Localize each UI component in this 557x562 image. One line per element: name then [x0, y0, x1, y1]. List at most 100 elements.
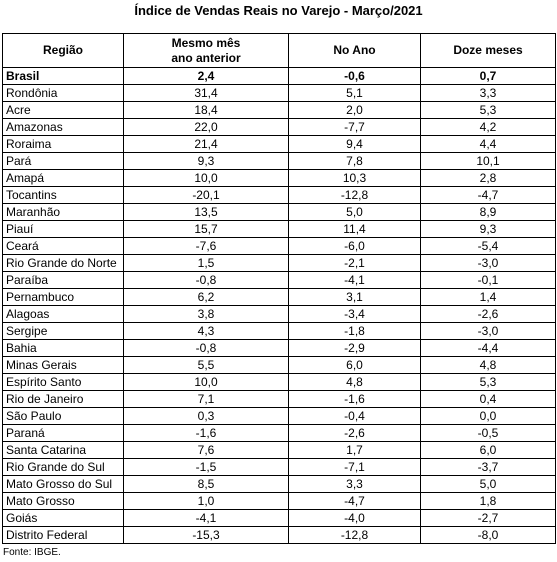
value-cell: 6,2 — [123, 288, 289, 306]
value-cell: 9,3 — [420, 220, 556, 238]
value-cell: -12,8 — [288, 526, 421, 544]
region-cell: Rio Grande do Sul — [2, 458, 124, 476]
value-cell: -2,6 — [420, 305, 556, 323]
value-cell: -12,8 — [288, 186, 421, 204]
value-cell: 1,7 — [288, 441, 421, 459]
value-cell: -3,0 — [420, 322, 556, 340]
header-cell: No Ano — [288, 33, 421, 68]
table-row: Maranhão 13,5 5,0 8,9 — [2, 203, 556, 221]
table-row: São Paulo 0,3 -0,4 0,0 — [2, 407, 556, 425]
region-cell: Acre — [2, 101, 124, 119]
region-cell: Piauí — [2, 220, 124, 238]
value-cell: 3,8 — [123, 305, 289, 323]
value-cell: 0,3 — [123, 407, 289, 425]
value-cell: 18,4 — [123, 101, 289, 119]
title: Índice de Vendas Reais no Varejo - Março… — [134, 3, 423, 18]
value-cell: 7,8 — [288, 152, 421, 170]
region-cell: Rio de Janeiro — [2, 390, 124, 408]
value-cell: 8,5 — [123, 475, 289, 493]
table-row: Rondônia 31,4 5,1 3,3 — [2, 84, 556, 102]
value-cell: -2,9 — [288, 339, 421, 357]
value-cell: -4,7 — [420, 186, 556, 204]
value-cell: -4,4 — [420, 339, 556, 357]
value-cell: -5,4 — [420, 237, 556, 255]
value-cell: -7,6 — [123, 237, 289, 255]
table-row: Distrito Federal -15,3 -12,8 -8,0 — [2, 526, 556, 544]
value-cell: -3,7 — [420, 458, 556, 476]
value-cell: 2,8 — [420, 169, 556, 187]
value-cell: -1,6 — [288, 390, 421, 408]
value-cell: 9,4 — [288, 135, 421, 153]
table-row: Goiás -4,1 -4,0 -2,7 — [2, 509, 556, 527]
value-cell: -2,1 — [288, 254, 421, 272]
region-cell: Amazonas — [2, 118, 124, 136]
region-cell: Bahia — [2, 339, 124, 357]
table-row: Paraná -1,6 -2,6 -0,5 — [2, 424, 556, 442]
value-cell: -4,7 — [288, 492, 421, 510]
value-cell: 4,8 — [420, 356, 556, 374]
table-row: Rio Grande do Norte 1,5 -2,1 -3,0 — [2, 254, 556, 272]
table-row: Minas Gerais 5,5 6,0 4,8 — [2, 356, 556, 374]
value-cell: 3,3 — [420, 84, 556, 102]
value-cell: 0,4 — [420, 390, 556, 408]
value-cell: 1,8 — [420, 492, 556, 510]
value-cell: 4,3 — [123, 322, 289, 340]
value-cell: 10,1 — [420, 152, 556, 170]
value-cell: 5,3 — [420, 373, 556, 391]
table-row: Paraíba -0,8 -4,1 -0,1 — [2, 271, 556, 289]
table-row: Pernambuco 6,2 3,1 1,4 — [2, 288, 556, 306]
region-cell: Rio Grande do Norte — [2, 254, 124, 272]
region-cell: Paraná — [2, 424, 124, 442]
table-row: Sergipe 4,3 -1,8 -3,0 — [2, 322, 556, 340]
region-cell: Mato Grosso do Sul — [2, 475, 124, 493]
value-cell: 4,4 — [420, 135, 556, 153]
value-cell: 31,4 — [123, 84, 289, 102]
value-cell: -1,5 — [123, 458, 289, 476]
value-cell: 10,3 — [288, 169, 421, 187]
table-row: Ceará -7,6 -6,0 -5,4 — [2, 237, 556, 255]
value-cell: -15,3 — [123, 526, 289, 544]
value-cell: 5,5 — [123, 356, 289, 374]
value-cell: -1,8 — [288, 322, 421, 340]
value-cell: 2,0 — [288, 101, 421, 119]
table-row: Rio de Janeiro 7,1 -1,6 0,4 — [2, 390, 556, 408]
region-cell: Tocantins — [2, 186, 124, 204]
source-note: Fonte: IBGE. — [3, 547, 61, 558]
value-cell: 7,1 — [123, 390, 289, 408]
value-cell: -0,8 — [123, 271, 289, 289]
table-row: Roraima 21,4 9,4 4,4 — [2, 135, 556, 153]
value-cell: 15,7 — [123, 220, 289, 238]
table-row: Mato Grosso 1,0 -4,7 1,8 — [2, 492, 556, 510]
table-row: Mato Grosso do Sul 8,5 3,3 5,0 — [2, 475, 556, 493]
value-cell: 21,4 — [123, 135, 289, 153]
table-row: Alagoas 3,8 -3,4 -2,6 — [2, 305, 556, 323]
value-cell: -4,1 — [288, 271, 421, 289]
value-cell: 0,7 — [420, 67, 556, 85]
value-cell: 10,0 — [123, 169, 289, 187]
value-cell: 13,5 — [123, 203, 289, 221]
region-cell: Alagoas — [2, 305, 124, 323]
value-cell: 5,0 — [420, 475, 556, 493]
header-cell: Região — [2, 33, 124, 68]
value-cell: -0,1 — [420, 271, 556, 289]
header-cell: Doze meses — [420, 33, 556, 68]
value-cell: -7,1 — [288, 458, 421, 476]
value-cell: 3,1 — [288, 288, 421, 306]
region-cell: Minas Gerais — [2, 356, 124, 374]
value-cell: -3,0 — [420, 254, 556, 272]
value-cell: 0,0 — [420, 407, 556, 425]
table-row: Acre 18,4 2,0 5,3 — [2, 101, 556, 119]
header-cell: Mesmo mês ano anterior — [123, 33, 289, 68]
region-cell: Mato Grosso — [2, 492, 124, 510]
value-cell: -3,4 — [288, 305, 421, 323]
value-cell: 11,4 — [288, 220, 421, 238]
value-cell: 22,0 — [123, 118, 289, 136]
table-body: Brasil 2,4 -0,6 0,7 Rondônia 31,4 5,1 3,3 Acre 18… — [2, 67, 556, 544]
table-row: Amapá 10,0 10,3 2,8 — [2, 169, 556, 187]
value-cell: -0,5 — [420, 424, 556, 442]
table-row: Bahia -0,8 -2,9 -4,4 — [2, 339, 556, 357]
value-cell: -0,8 — [123, 339, 289, 357]
region-cell: Espírito Santo — [2, 373, 124, 391]
table-row: Rio Grande do Sul -1,5 -7,1 -3,7 — [2, 458, 556, 476]
table-row: Tocantins -20,1 -12,8 -4,7 — [2, 186, 556, 204]
